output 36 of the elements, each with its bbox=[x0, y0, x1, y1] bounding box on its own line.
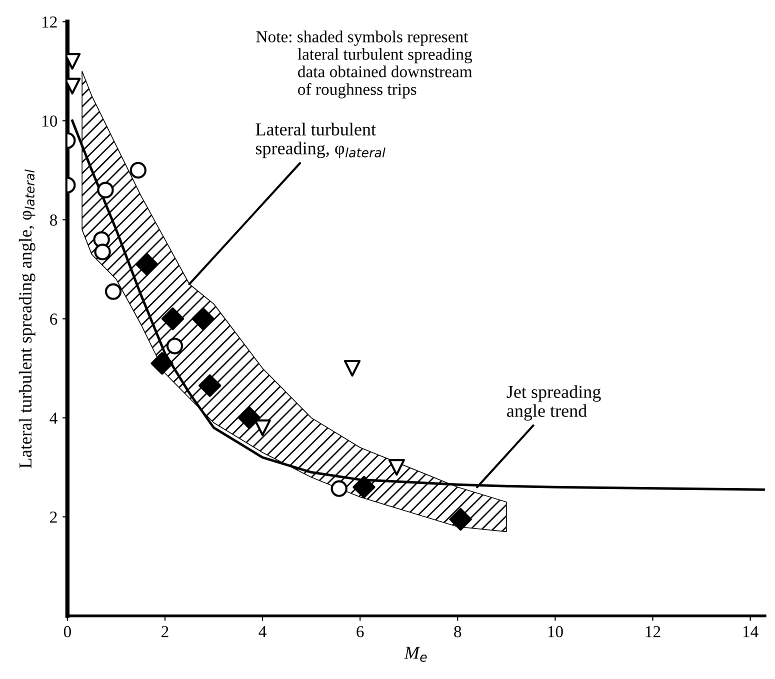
point bbox=[449, 508, 472, 531]
point bbox=[352, 476, 376, 498]
point bbox=[97, 182, 114, 198]
y-axis-title: Lateral turbulent spreading angle, φ$_{lateral}$ bbox=[18, 170, 36, 468]
y-tick-label: 12 bbox=[42, 16, 57, 28]
x-tick-label: 6 bbox=[356, 626, 364, 638]
point bbox=[161, 307, 184, 330]
point bbox=[254, 419, 271, 436]
annotation: Lateral turbulent spreading, φ$_{lateral}$ bbox=[256, 122, 386, 158]
x-tick-label: 10 bbox=[548, 626, 563, 638]
point bbox=[388, 458, 405, 476]
annotation: Note: shaded symbols represent lateral turbulent spreading data obtained downstream of roughness trips bbox=[256, 30, 472, 98]
y-tick-label: 8 bbox=[50, 214, 58, 226]
point bbox=[192, 307, 214, 330]
x-tick-label: 14 bbox=[743, 626, 758, 638]
y-tick-label: 2 bbox=[50, 512, 57, 523]
x-tick-label: 0 bbox=[64, 626, 71, 638]
y-tick-label: 10 bbox=[42, 115, 58, 127]
point bbox=[130, 162, 146, 179]
point bbox=[136, 252, 158, 276]
point bbox=[150, 352, 174, 375]
x-axis-title: M$_{e}$ bbox=[404, 646, 427, 662]
x-tick-label: 2 bbox=[162, 626, 168, 638]
y-tick-label: 6 bbox=[50, 314, 58, 325]
point bbox=[238, 406, 261, 430]
point bbox=[166, 338, 184, 354]
annotation: Jet spreading angle trend bbox=[506, 385, 601, 421]
point bbox=[330, 480, 348, 497]
y-tick-label: 4 bbox=[50, 412, 58, 424]
x-tick-label: 12 bbox=[646, 626, 660, 638]
point bbox=[94, 244, 111, 260]
point bbox=[344, 360, 361, 377]
x-tick-label: 8 bbox=[454, 626, 462, 638]
point bbox=[104, 283, 122, 300]
x-tick-label: 4 bbox=[258, 626, 266, 638]
point bbox=[198, 374, 222, 397]
